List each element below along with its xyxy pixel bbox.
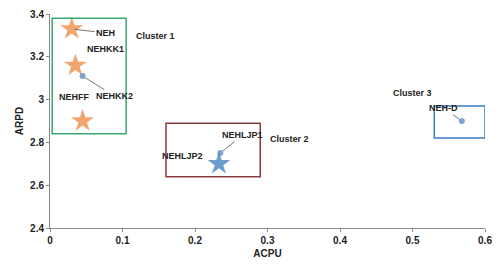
svg-text:0.3: 0.3 [261, 235, 275, 246]
svg-text:3.4: 3.4 [30, 9, 44, 20]
svg-text:NEH: NEH [96, 28, 115, 38]
svg-text:0.6: 0.6 [478, 235, 492, 246]
svg-text:2.4: 2.4 [30, 223, 44, 234]
svg-text:3.2: 3.2 [30, 51, 44, 62]
svg-text:Cluster 2: Cluster 2 [270, 134, 309, 144]
svg-text:NEHKK2: NEHKK2 [96, 91, 133, 101]
svg-text:0.1: 0.1 [116, 235, 130, 246]
svg-text:NEH-D: NEH-D [429, 103, 458, 113]
svg-text:0.2: 0.2 [188, 235, 202, 246]
svg-text:0: 0 [47, 235, 53, 246]
svg-text:0.5: 0.5 [406, 235, 420, 246]
svg-text:NEHLJP2: NEHLJP2 [162, 151, 203, 161]
svg-text:ARPD: ARPD [14, 107, 25, 135]
svg-text:2.6: 2.6 [30, 180, 44, 191]
svg-text:0.4: 0.4 [333, 235, 347, 246]
svg-text:NEHFF: NEHFF [59, 92, 89, 102]
svg-text:NEHLJP1: NEHLJP1 [222, 130, 263, 140]
svg-text:ACPU: ACPU [253, 248, 281, 259]
svg-text:Cluster 1: Cluster 1 [136, 31, 175, 41]
svg-text:3: 3 [38, 94, 44, 105]
svg-text:2.8: 2.8 [30, 137, 44, 148]
svg-text:Cluster 3: Cluster 3 [393, 88, 432, 98]
svg-text:NEHKK1: NEHKK1 [87, 44, 124, 54]
